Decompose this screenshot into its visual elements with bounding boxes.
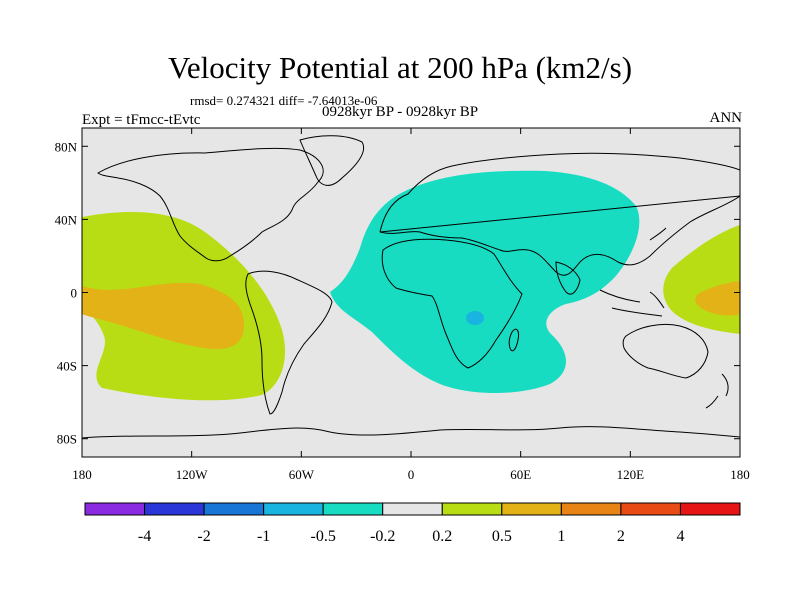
x-tick-label: 180 — [730, 467, 750, 482]
colorbar-swatch — [620, 502, 681, 516]
colorbar-swatch — [501, 502, 562, 516]
colorbar-swatch — [263, 502, 324, 516]
colorbar-swatch — [84, 502, 146, 516]
colorbar-swatch — [441, 502, 503, 516]
y-tick-label: 40S — [57, 359, 77, 374]
coast-north-america — [97, 147, 324, 262]
chart-title: Velocity Potential at 200 hPa (km2/s) — [167, 50, 633, 85]
colorbar-label: 1 — [557, 528, 565, 545]
rmsd-diff-text: rmsd= 0.274321 diff= -7.64013e-06 — [190, 93, 378, 108]
coast-japan — [649, 227, 667, 241]
region-pacific-core — [82, 282, 244, 350]
experiment-label: Expt = tFmcc-tEvtc — [82, 112, 201, 128]
y-tick-label: 0 — [71, 286, 78, 301]
y-tick-label: 80S — [57, 432, 77, 447]
region-westpacific-core — [695, 281, 740, 316]
coast-madagascar — [508, 328, 519, 352]
colorbar-label: -4 — [138, 528, 151, 545]
x-tick-label: 120E — [617, 467, 645, 482]
colorbar-swatch — [203, 502, 265, 516]
y-tick-label: 40N — [55, 212, 78, 227]
x-tick-label: 60E — [510, 467, 531, 482]
coast-australia — [622, 323, 709, 379]
coast-antarctica — [82, 426, 740, 439]
region-africa-negative — [330, 170, 640, 393]
colorbar-swatch — [322, 502, 384, 516]
coast-south-america — [245, 270, 333, 415]
x-tick-label: 60W — [289, 467, 315, 482]
season-label: ANN — [709, 110, 743, 126]
x-tick-label: 0 — [408, 467, 415, 482]
colorbar-label: 0.5 — [492, 528, 512, 545]
coast-greenland — [299, 135, 364, 186]
colorbar-swatch — [382, 502, 443, 516]
coast-africa — [381, 238, 523, 369]
coast-eurasia — [379, 152, 740, 276]
coast-new-zealand — [705, 373, 729, 409]
coast-se-asia — [599, 289, 665, 317]
y-tick-label: 80N — [55, 139, 78, 154]
colorbar-label: 4 — [676, 528, 684, 545]
colorbar-label: -0.5 — [311, 528, 336, 545]
y-axis: 80N 40N 0 40S 80S — [55, 139, 740, 447]
colorbar-swatch — [144, 502, 205, 516]
colorbar: -4 -2 -1 -0.5 -0.2 0.2 0.5 1 2 4 — [84, 502, 741, 545]
colorbar-label: -1 — [257, 528, 270, 545]
colorbar-swatch — [560, 502, 622, 516]
x-axis: 180 120W 60W 0 60E 120E 180 — [72, 128, 750, 482]
colorbar-swatch — [679, 502, 741, 516]
period-label: 0928kyr BP - 0928kyr BP — [321, 104, 479, 120]
colorbar-label: 0.2 — [432, 528, 452, 545]
coastlines — [82, 135, 740, 439]
colorbar-label: -2 — [197, 528, 210, 545]
coast-india — [555, 261, 581, 295]
x-tick-label: 120W — [176, 467, 209, 482]
contour-fills — [82, 170, 740, 401]
colorbar-label: 2 — [617, 528, 625, 545]
x-tick-label: 180 — [72, 467, 92, 482]
colorbar-label: -0.2 — [370, 528, 395, 545]
region-africa-minimum — [466, 311, 484, 325]
